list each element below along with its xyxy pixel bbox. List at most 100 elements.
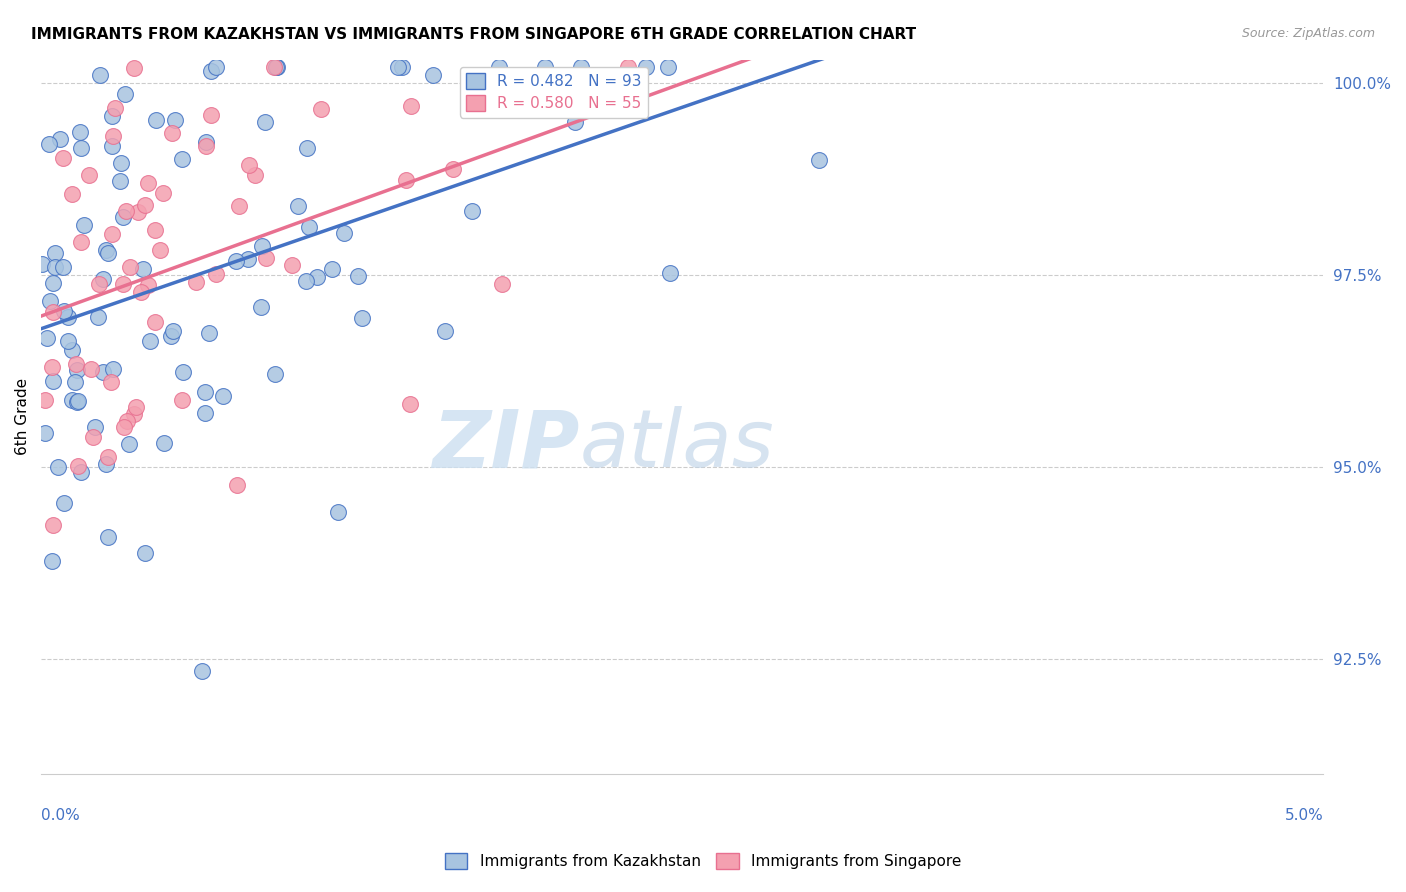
Point [350, 310, 373, 325]
Point [153, 436, 176, 450]
Point [80, 362, 103, 376]
Point [228, 199, 250, 213]
Point [42, 374, 65, 388]
Point [172, 365, 194, 379]
Point [87, 310, 110, 324]
Point [287, 199, 309, 213]
Point [491, 277, 513, 292]
Point [58, 334, 80, 349]
Point [295, 141, 318, 155]
Legend: Immigrants from Kazakhstan, Immigrants from Singapore: Immigrants from Kazakhstan, Immigrants f… [439, 847, 967, 875]
Point [60, 187, 83, 202]
Point [115, 414, 138, 428]
Point [238, 158, 260, 172]
Point [307, 269, 329, 284]
Point [394, 172, 416, 186]
Point [184, 275, 207, 289]
Point [114, 203, 136, 218]
Point [114, 87, 136, 101]
Point [162, 324, 184, 338]
Point [159, 329, 181, 343]
Point [657, 60, 679, 74]
Point [110, 156, 132, 170]
Point [236, 252, 259, 266]
Point [399, 397, 422, 411]
Point [53, 496, 76, 510]
Point [143, 315, 166, 329]
Point [250, 300, 273, 314]
Point [97, 245, 120, 260]
Point [136, 278, 159, 293]
Point [461, 204, 484, 219]
Point [48, 132, 70, 146]
Text: 0.0%: 0.0% [41, 808, 80, 823]
Point [254, 251, 277, 265]
Point [63, 376, 86, 390]
Point [82, 430, 104, 444]
Point [70, 465, 93, 479]
Point [41, 517, 63, 532]
Point [564, 115, 586, 129]
Point [100, 109, 122, 123]
Point [194, 384, 217, 399]
Point [194, 406, 217, 420]
Point [97, 450, 120, 464]
Point [112, 277, 135, 291]
Point [136, 176, 159, 190]
Point [617, 60, 640, 74]
Point [122, 407, 145, 421]
Point [41, 359, 63, 374]
Point [70, 141, 93, 155]
Point [195, 136, 218, 150]
Point [571, 60, 593, 74]
Point [200, 108, 222, 122]
Point [73, 218, 96, 232]
Point [42, 276, 65, 290]
Point [127, 205, 149, 219]
Point [42, 305, 65, 319]
Point [399, 98, 422, 112]
Point [66, 393, 89, 408]
Point [808, 153, 831, 168]
Point [83, 420, 105, 434]
Point [160, 126, 183, 140]
Point [110, 174, 132, 188]
Point [124, 400, 146, 414]
Point [441, 162, 464, 177]
Point [96, 457, 118, 471]
Point [295, 274, 318, 288]
Point [225, 478, 247, 492]
Point [134, 546, 156, 560]
Point [194, 139, 217, 153]
Point [326, 505, 349, 519]
Text: Source: ZipAtlas.com: Source: ZipAtlas.com [1241, 27, 1375, 40]
Point [163, 112, 186, 127]
Point [91, 272, 114, 286]
Point [69, 125, 91, 139]
Point [636, 60, 658, 74]
Point [172, 393, 194, 408]
Point [67, 459, 90, 474]
Y-axis label: 6th Grade: 6th Grade [15, 378, 30, 455]
Point [77, 168, 100, 182]
Text: IMMIGRANTS FROM KAZAKHSTAN VS IMMIGRANTS FROM SINGAPORE 6TH GRADE CORRELATION CH: IMMIGRANTS FROM KAZAKHSTAN VS IMMIGRANTS… [31, 27, 917, 42]
Point [52, 260, 75, 275]
Point [96, 243, 118, 257]
Point [391, 60, 413, 74]
Point [89, 68, 111, 82]
Point [46, 459, 69, 474]
Point [347, 268, 370, 283]
Text: ZIP: ZIP [432, 406, 579, 484]
Point [97, 530, 120, 544]
Point [488, 60, 510, 74]
Point [143, 222, 166, 236]
Point [266, 60, 288, 74]
Legend: R = 0.482   N = 93, R = 0.580   N = 55: R = 0.482 N = 93, R = 0.580 N = 55 [460, 67, 648, 118]
Point [52, 151, 75, 165]
Text: 5.0%: 5.0% [1285, 808, 1323, 823]
Point [659, 266, 682, 280]
Point [118, 260, 141, 275]
Point [205, 267, 228, 281]
Point [104, 101, 127, 115]
Point [139, 334, 162, 348]
